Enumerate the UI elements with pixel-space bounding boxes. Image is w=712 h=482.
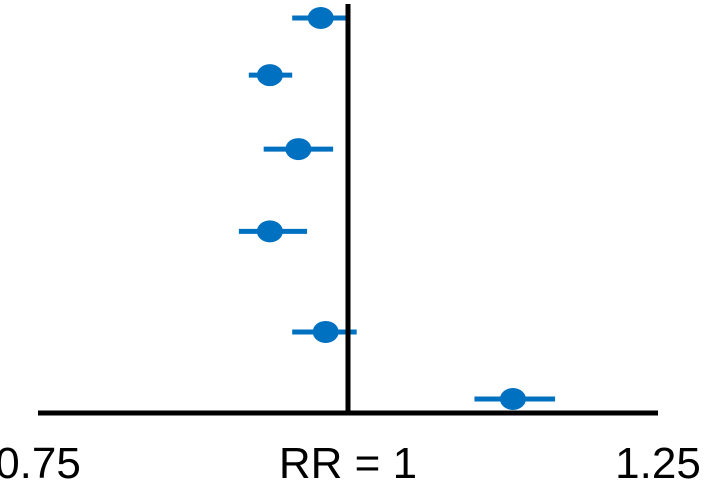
forest-point-4 <box>238 220 308 243</box>
forest-point-1 <box>292 7 348 29</box>
forest-point-2 <box>248 64 293 87</box>
x-tick-label-3: 1.25 <box>615 439 701 482</box>
x-tick-labels: 0.75 RR = 1 1.25 <box>0 439 701 482</box>
forest-point-6 <box>474 388 556 410</box>
point-estimate-5 <box>312 320 339 343</box>
x-tick-label-1: 0.75 <box>0 439 81 482</box>
x-tick-label-2: RR = 1 <box>279 439 417 482</box>
point-estimate-6 <box>499 388 526 410</box>
point-estimate-1 <box>307 7 334 29</box>
point-estimate-3 <box>285 138 312 161</box>
forest-point-3 <box>263 138 334 161</box>
point-estimate-2 <box>256 64 283 87</box>
data-points <box>238 7 556 410</box>
point-estimate-4 <box>256 220 283 243</box>
